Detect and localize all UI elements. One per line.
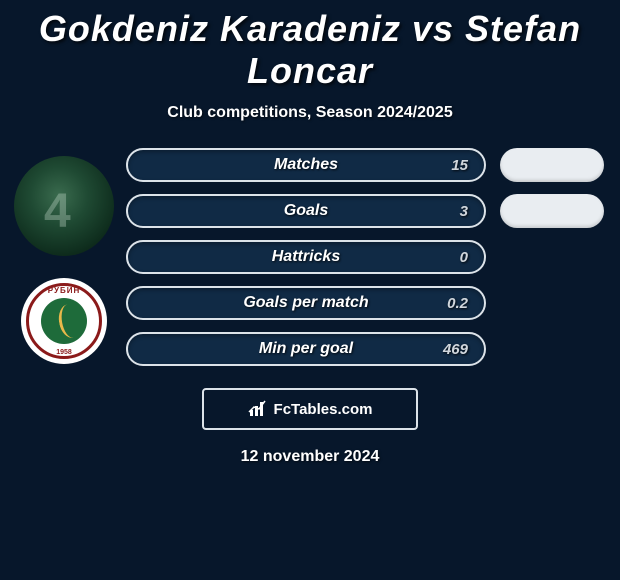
comparison-pill [500, 148, 604, 182]
stat-label: Min per goal [259, 340, 353, 358]
stat-value: 469 [443, 341, 468, 358]
stat-value: 0.2 [447, 295, 468, 312]
page-subtitle: Club competitions, Season 2024/2025 [0, 104, 620, 122]
stats-column: Matches 15 Goals 3 Hattricks 0 Goals per match… [120, 148, 492, 366]
stat-label: Goals [284, 202, 328, 220]
content-row: РУБИН 1958 Matches 15 Goals 3 Hattricks 0 Goal… [0, 148, 620, 366]
player-avatar [14, 156, 114, 256]
stat-label: Goals per match [243, 294, 368, 312]
stat-bar: Min per goal 469 [126, 332, 486, 366]
footer-date: 12 november 2024 [0, 448, 620, 466]
comparison-pill [500, 194, 604, 228]
club-logo-text: РУБИН [48, 286, 80, 295]
stat-bar: Hattricks 0 [126, 240, 486, 274]
stat-bar: Goals 3 [126, 194, 486, 228]
stat-value: 15 [451, 157, 468, 174]
stat-value: 0 [460, 249, 468, 266]
club-logo-year: 1958 [56, 349, 72, 356]
stat-bar: Goals per match 0.2 [126, 286, 486, 320]
branding-box[interactable]: FcTables.com [202, 388, 418, 430]
stat-label: Matches [274, 156, 338, 174]
stat-bar: Matches 15 [126, 148, 486, 182]
club-logo: РУБИН 1958 [21, 278, 107, 364]
chart-icon [248, 400, 268, 418]
stat-label: Hattricks [272, 248, 340, 266]
pill-column [492, 148, 612, 366]
avatar-column: РУБИН 1958 [8, 148, 120, 364]
page-title: Gokdeniz Karadeniz vs Stefan Loncar [0, 0, 620, 92]
stat-value: 3 [460, 203, 468, 220]
club-logo-inner [41, 298, 87, 344]
branding-text: FcTables.com [274, 401, 373, 418]
